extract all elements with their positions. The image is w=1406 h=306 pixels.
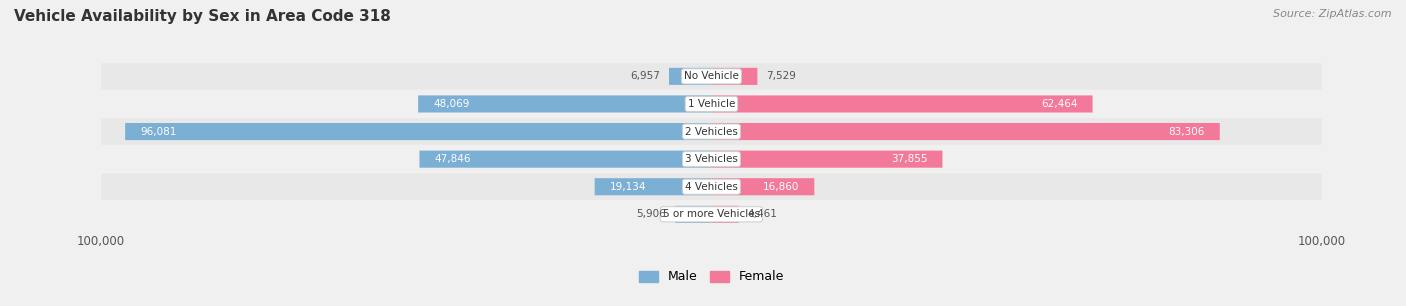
FancyBboxPatch shape [418,95,711,113]
FancyBboxPatch shape [711,206,738,223]
FancyBboxPatch shape [711,151,942,168]
Text: 96,081: 96,081 [141,127,177,136]
FancyBboxPatch shape [711,123,1220,140]
Text: Vehicle Availability by Sex in Area Code 318: Vehicle Availability by Sex in Area Code… [14,9,391,24]
FancyBboxPatch shape [419,151,711,168]
FancyBboxPatch shape [101,146,1322,172]
Text: 4 Vehicles: 4 Vehicles [685,182,738,192]
Text: 1 Vehicle: 1 Vehicle [688,99,735,109]
FancyBboxPatch shape [125,123,711,140]
Text: 62,464: 62,464 [1040,99,1077,109]
FancyBboxPatch shape [101,118,1322,145]
FancyBboxPatch shape [711,178,814,195]
Text: 83,306: 83,306 [1168,127,1205,136]
FancyBboxPatch shape [595,178,711,195]
Text: No Vehicle: No Vehicle [683,71,740,81]
FancyBboxPatch shape [101,91,1322,117]
Text: 4,461: 4,461 [748,209,778,219]
FancyBboxPatch shape [101,174,1322,200]
Text: 47,846: 47,846 [434,154,471,164]
Text: 19,134: 19,134 [610,182,647,192]
FancyBboxPatch shape [675,206,711,223]
Text: 5,906: 5,906 [637,209,666,219]
FancyBboxPatch shape [101,63,1322,90]
Text: 2 Vehicles: 2 Vehicles [685,127,738,136]
FancyBboxPatch shape [669,68,711,85]
Text: 5 or more Vehicles: 5 or more Vehicles [662,209,761,219]
Text: 48,069: 48,069 [433,99,470,109]
FancyBboxPatch shape [711,95,1092,113]
Text: Source: ZipAtlas.com: Source: ZipAtlas.com [1274,9,1392,19]
Text: 6,957: 6,957 [630,71,659,81]
Text: 16,860: 16,860 [762,182,799,192]
Text: 7,529: 7,529 [766,71,796,81]
Text: 3 Vehicles: 3 Vehicles [685,154,738,164]
Text: 37,855: 37,855 [890,154,927,164]
Legend: Male, Female: Male, Female [636,267,787,287]
FancyBboxPatch shape [711,68,758,85]
FancyBboxPatch shape [101,201,1322,228]
